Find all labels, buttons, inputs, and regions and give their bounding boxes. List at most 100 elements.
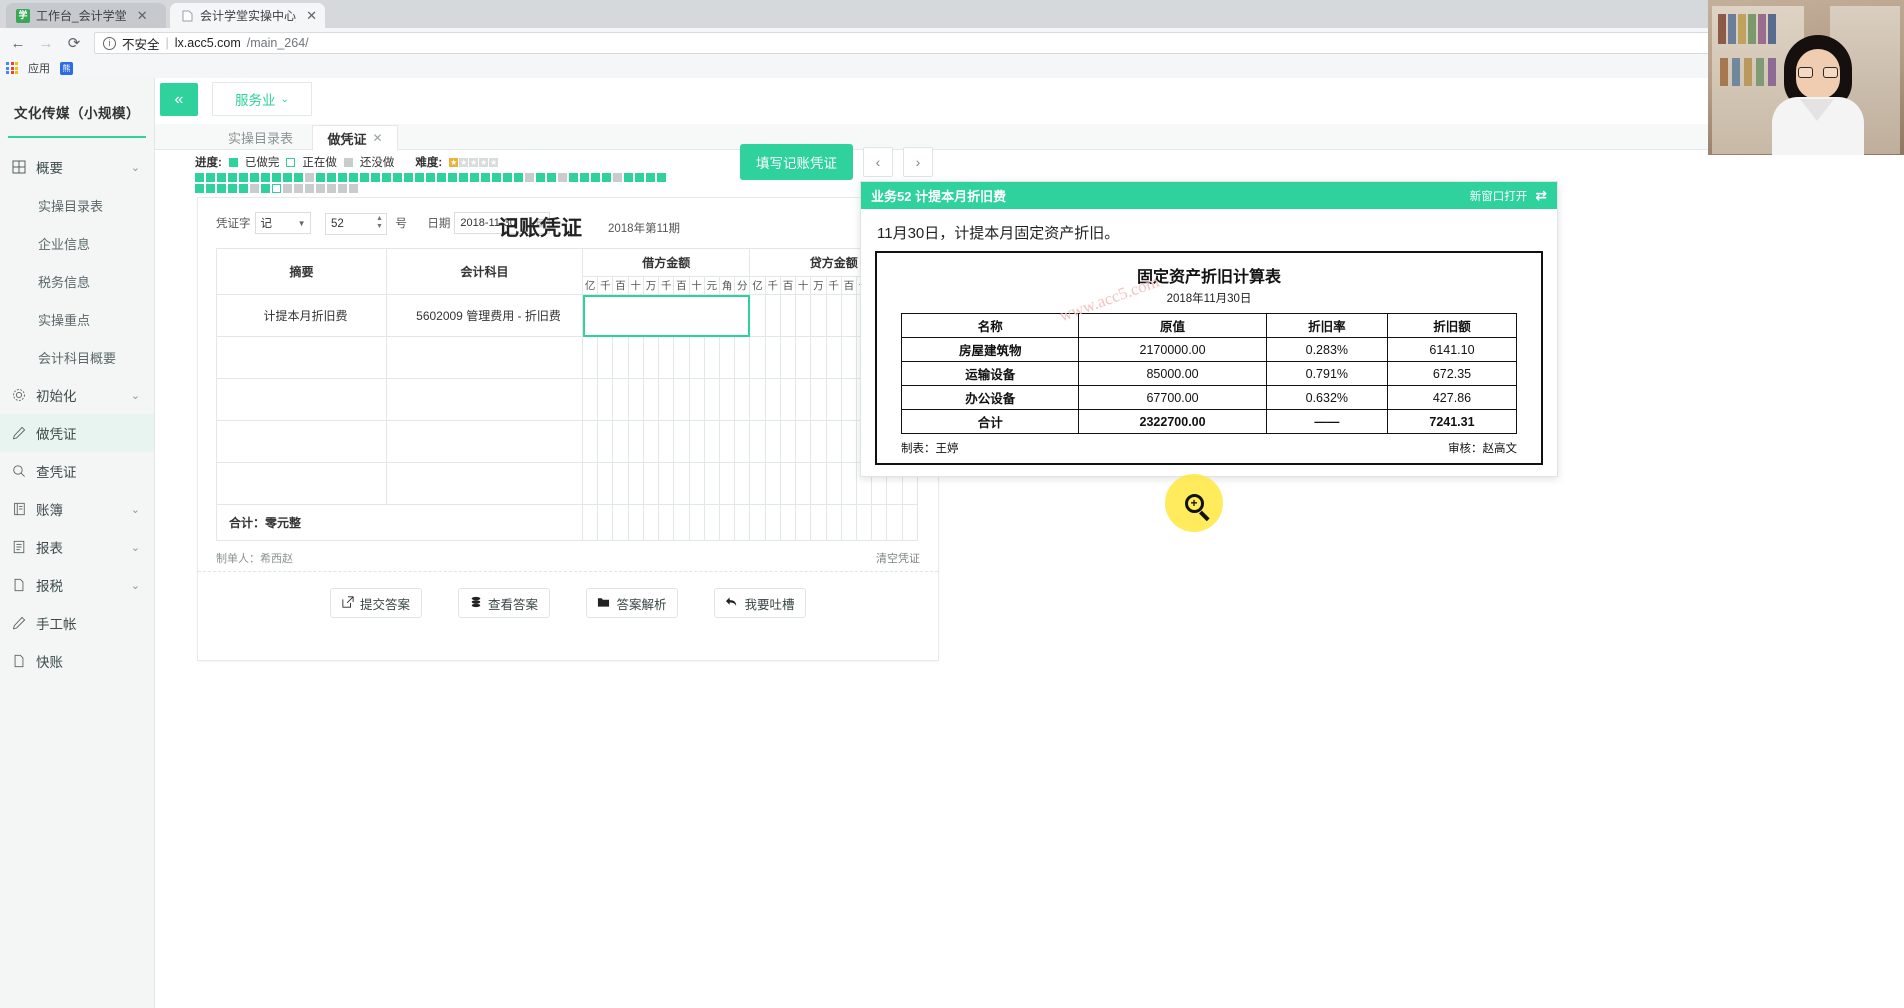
progress-cell[interactable]: [514, 173, 523, 182]
voucher-amount-cell[interactable]: [734, 378, 751, 421]
voucher-amount-cell[interactable]: [612, 336, 629, 379]
voucher-amount-cell[interactable]: [612, 462, 629, 505]
answer-analysis-button[interactable]: 答案解析: [586, 588, 678, 618]
voucher-amount-cell[interactable]: [749, 378, 766, 421]
voucher-subject-cell[interactable]: 5602009 管理费用 - 折旧费: [386, 294, 583, 337]
clear-voucher-button[interactable]: 清空凭证: [876, 553, 920, 565]
voucher-amount-cell[interactable]: [688, 420, 705, 463]
progress-cell[interactable]: [294, 173, 303, 182]
voucher-amount-cell[interactable]: [764, 336, 781, 379]
progress-cell[interactable]: [195, 184, 204, 193]
voucher-amount-cell[interactable]: [810, 420, 827, 463]
browser-tab-2[interactable]: 会计学堂实操中心_会计学 ✕: [170, 3, 325, 28]
sidebar-collapse-button[interactable]: «: [160, 83, 198, 116]
progress-cell[interactable]: [635, 173, 644, 182]
site-info-icon[interactable]: i: [103, 36, 116, 50]
progress-cell[interactable]: [602, 173, 611, 182]
voucher-amount-cell[interactable]: [703, 462, 720, 505]
progress-cell[interactable]: [305, 184, 314, 193]
voucher-amount-cell[interactable]: [581, 378, 599, 421]
voucher-word-select[interactable]: 记 ▼: [254, 212, 311, 234]
voucher-amount-cell[interactable]: [779, 420, 797, 463]
voucher-amount-cell[interactable]: [658, 336, 675, 379]
swap-icon[interactable]: ⇄: [1535, 187, 1547, 203]
voucher-amount-cell[interactable]: [779, 336, 797, 379]
forward-icon[interactable]: →: [38, 34, 54, 52]
progress-cell[interactable]: [316, 184, 325, 193]
address-bar[interactable]: i 不安全 | lx.acc5.com/main_264/: [94, 32, 1894, 54]
bookmark-apps-label[interactable]: 应用: [28, 63, 50, 75]
progress-cell[interactable]: [217, 184, 226, 193]
voucher-abstract-cell[interactable]: [216, 462, 387, 505]
progress-cell[interactable]: [569, 173, 578, 182]
sidebar-item-subject-overview[interactable]: 会计科目概要: [0, 338, 154, 376]
voucher-amount-cell[interactable]: [764, 462, 781, 505]
voucher-amount-cell[interactable]: [840, 336, 857, 379]
voucher-amount-cell[interactable]: [795, 420, 812, 463]
progress-cell[interactable]: [360, 173, 369, 182]
voucher-amount-cell[interactable]: [749, 294, 766, 337]
voucher-amount-cell[interactable]: [688, 462, 705, 505]
voucher-amount-cell[interactable]: [688, 378, 705, 421]
voucher-amount-cell[interactable]: [673, 462, 690, 505]
progress-cell[interactable]: [206, 173, 215, 182]
progress-cell[interactable]: [426, 173, 435, 182]
progress-cell[interactable]: [228, 184, 237, 193]
voucher-amount-cell[interactable]: [688, 336, 705, 379]
progress-cell[interactable]: [481, 173, 490, 182]
voucher-amount-cell[interactable]: [581, 420, 599, 463]
voucher-amount-cell[interactable]: [597, 420, 614, 463]
sidebar-item-overview[interactable]: 概要 ⌄: [0, 148, 154, 186]
voucher-amount-cell[interactable]: [581, 336, 599, 379]
voucher-amount-cell[interactable]: [627, 336, 644, 379]
progress-cell[interactable]: [261, 184, 270, 193]
progress-cell[interactable]: [261, 173, 270, 182]
progress-cell[interactable]: [624, 173, 633, 182]
voucher-number-input[interactable]: 52 ▲ ▼: [324, 213, 387, 235]
progress-cell[interactable]: [283, 184, 292, 193]
voucher-amount-cell[interactable]: [703, 420, 720, 463]
voucher-amount-cell[interactable]: [749, 462, 766, 505]
progress-cell[interactable]: [492, 173, 501, 182]
voucher-amount-cell[interactable]: [749, 420, 766, 463]
progress-cell[interactable]: [437, 173, 446, 182]
sidebar-item-manual-account[interactable]: 手工帐: [0, 604, 154, 642]
voucher-amount-cell[interactable]: [795, 336, 812, 379]
voucher-subject-cell[interactable]: [386, 378, 583, 421]
tab-make-voucher[interactable]: 做凭证 ✕: [312, 125, 398, 151]
voucher-amount-cell[interactable]: [810, 294, 827, 337]
voucher-amount-cell[interactable]: [764, 378, 781, 421]
sidebar-item-ledger[interactable]: 账簿 ⌄: [0, 490, 154, 528]
progress-cell[interactable]: [272, 173, 281, 182]
progress-cell[interactable]: [195, 173, 204, 182]
voucher-abstract-cell[interactable]: 计提本月折旧费: [216, 294, 387, 337]
voucher-amount-cell[interactable]: [642, 420, 660, 463]
voucher-amount-cell[interactable]: [673, 378, 690, 421]
progress-cell[interactable]: [393, 173, 402, 182]
voucher-amount-cell[interactable]: [795, 462, 812, 505]
progress-cell[interactable]: [448, 173, 457, 182]
progress-cells[interactable]: [195, 173, 675, 193]
voucher-amount-cell[interactable]: [810, 336, 827, 379]
voucher-amount-cell[interactable]: [840, 420, 857, 463]
number-stepper-icon[interactable]: ▲ ▼: [376, 215, 383, 230]
voucher-amount-cell[interactable]: [825, 378, 842, 421]
voucher-subject-cell[interactable]: [386, 336, 583, 379]
progress-cell[interactable]: [371, 173, 380, 182]
progress-cell[interactable]: [217, 173, 226, 182]
voucher-amount-cell[interactable]: [597, 336, 614, 379]
voucher-amount-cell[interactable]: [627, 420, 644, 463]
voucher-abstract-cell[interactable]: [216, 378, 387, 421]
sidebar-item-tax-info[interactable]: 税务信息: [0, 262, 154, 300]
voucher-amount-cell[interactable]: [658, 378, 675, 421]
voucher-amount-cell[interactable]: [825, 336, 842, 379]
voucher-amount-cell[interactable]: [734, 336, 751, 379]
progress-cell[interactable]: [459, 173, 468, 182]
progress-cell[interactable]: [294, 184, 303, 193]
sidebar-item-check-voucher[interactable]: 查凭证: [0, 452, 154, 490]
progress-cell[interactable]: [338, 173, 347, 182]
voucher-date-input[interactable]: 2018-11-30 ▤: [454, 212, 551, 234]
voucher-amount-cell[interactable]: [642, 336, 660, 379]
voucher-amount-cell[interactable]: [779, 378, 797, 421]
voucher-amount-cell[interactable]: [734, 462, 751, 505]
